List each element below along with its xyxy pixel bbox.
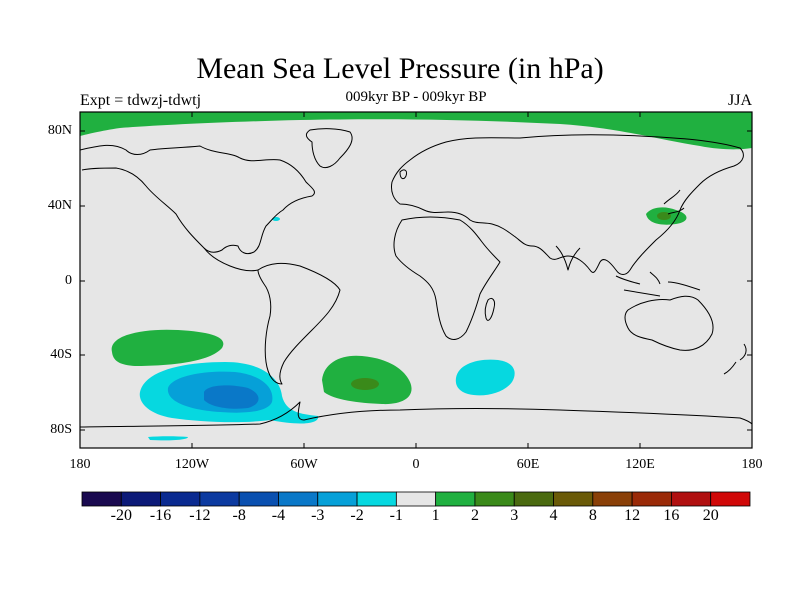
coastlines xyxy=(80,128,752,428)
south-atlantic-high-core xyxy=(351,378,379,390)
colorbar-swatch-11 xyxy=(513,491,554,507)
south-indian-low-region xyxy=(455,359,515,396)
coastline-africa xyxy=(393,216,501,340)
lat-label-0: 0 xyxy=(65,273,72,288)
colorbar-label: -20 xyxy=(110,507,132,524)
colorbar-label: 16 xyxy=(663,507,680,524)
colorbar-label: 1 xyxy=(431,507,440,524)
arctic-positive-region xyxy=(80,112,752,150)
lon-label-180e: 180 xyxy=(741,457,763,472)
coastline-japan xyxy=(663,189,685,215)
japan-high-core xyxy=(657,212,671,220)
coastline-antarctica xyxy=(80,401,752,428)
colorbar-label: 8 xyxy=(588,507,597,524)
lon-label-180w: 180 xyxy=(69,457,91,472)
colorbar-label: -4 xyxy=(271,507,286,524)
southern-low-streak xyxy=(148,436,188,441)
colorbar-swatch-8 xyxy=(395,491,437,507)
colorbar-swatch-1 xyxy=(120,491,161,507)
colorbar-label: -2 xyxy=(350,507,364,524)
south-pacific-high-region xyxy=(111,329,224,366)
coastline-india xyxy=(555,245,581,271)
coastline-eurasia xyxy=(391,134,744,275)
coastline-britain xyxy=(399,169,407,180)
colorbar-swatch-7 xyxy=(356,491,397,507)
colorbar-swatch-0 xyxy=(81,491,122,507)
colorbar-label: 3 xyxy=(510,507,519,524)
colorbar-label: -16 xyxy=(149,507,172,524)
colorbar-swatch-4 xyxy=(238,491,279,507)
colorbar-label: -8 xyxy=(232,507,246,524)
colorbar-swatch-3 xyxy=(199,491,240,507)
colorbar-label: -1 xyxy=(389,507,403,524)
coastline-australia xyxy=(624,295,714,351)
colorbar-swatch-15 xyxy=(671,491,712,507)
season-label: JJA xyxy=(727,92,752,109)
colorbar-label: 2 xyxy=(470,507,479,524)
colorbar xyxy=(81,491,751,507)
coastline-indonesia xyxy=(615,271,701,297)
lon-label-60w: 60W xyxy=(290,457,318,472)
colorbar-swatch-13 xyxy=(592,491,633,507)
lon-label-0: 0 xyxy=(412,457,420,472)
southeast-pacific-low-core xyxy=(204,385,259,409)
colorbar-swatch-14 xyxy=(631,491,672,507)
lat-label-80n: 80N xyxy=(47,123,72,138)
colorbar-label: 12 xyxy=(624,507,641,524)
colorbar-swatch-12 xyxy=(553,491,594,507)
lon-label-120e: 120E xyxy=(625,457,655,472)
colorbar-swatch-6 xyxy=(317,491,358,507)
coastline-new-zealand xyxy=(723,343,747,375)
coastline-madagascar xyxy=(484,297,495,321)
colorbar-swatch-9 xyxy=(435,491,476,507)
coastline-north-america xyxy=(80,144,315,255)
lon-label-120w: 120W xyxy=(174,457,210,472)
colorbar-label: -3 xyxy=(311,507,325,524)
chart-subtitle: 009kyr BP - 009kyr BP xyxy=(345,89,487,105)
colorbar-swatch-2 xyxy=(160,491,201,507)
colorbar-label: 20 xyxy=(702,507,719,524)
colorbar-label: -12 xyxy=(189,507,211,524)
colorbar-swatch-16 xyxy=(710,491,751,507)
coastline-south-america xyxy=(257,262,341,385)
lat-label-80s: 80S xyxy=(50,422,72,437)
experiment-label: Expt = tdwzj-tdwtj xyxy=(80,92,202,109)
colorbar-label: 4 xyxy=(549,507,558,524)
coastline-greenland xyxy=(305,128,353,169)
lat-label-40s: 40S xyxy=(50,347,72,362)
chart-title: Mean Sea Level Pressure (in hPa) xyxy=(196,52,604,85)
lon-label-60e: 60E xyxy=(516,457,540,472)
colorbar-swatch-5 xyxy=(278,491,319,507)
coastline-central-america xyxy=(203,247,259,272)
lat-label-40n: 40N xyxy=(47,198,72,213)
map-panel xyxy=(80,112,752,448)
colorbar-swatch-10 xyxy=(474,491,515,507)
axis-ticks xyxy=(79,112,753,448)
